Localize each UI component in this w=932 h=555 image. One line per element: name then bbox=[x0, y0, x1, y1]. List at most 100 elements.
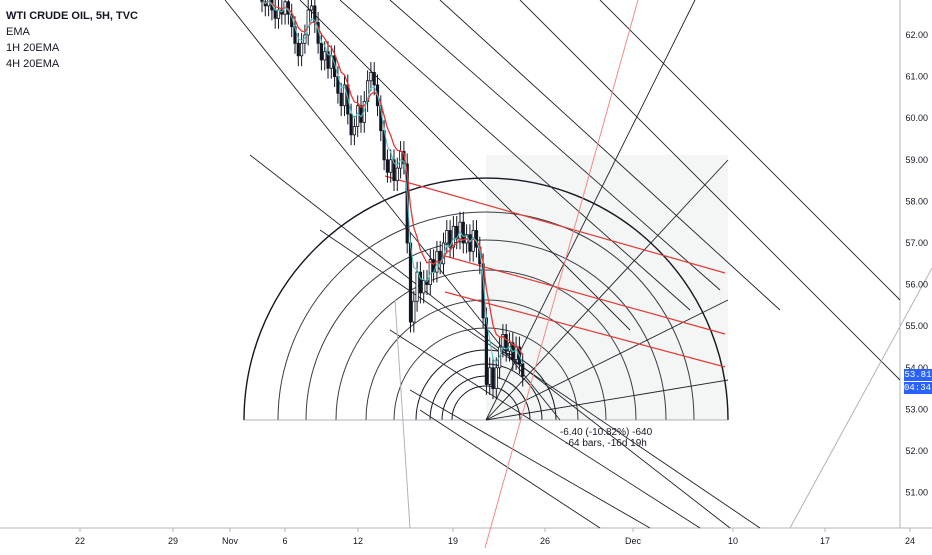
candle-body[interactable] bbox=[306, 9, 310, 36]
fib-arc-large[interactable] bbox=[335, 269, 637, 421]
fan-line-down[interactable] bbox=[339, 0, 691, 311]
price-tick-label: 51.00 bbox=[905, 488, 928, 498]
ema-lines bbox=[261, 0, 524, 364]
legend-title[interactable]: WTI CRUDE OIL, 5H, TVC bbox=[6, 10, 138, 22]
price-tick-label: 62.00 bbox=[905, 30, 928, 40]
trend-lines-faint[interactable] bbox=[394, 267, 932, 529]
candle-body[interactable] bbox=[494, 367, 498, 389]
candle-body[interactable] bbox=[342, 84, 347, 107]
candle-body[interactable] bbox=[369, 72, 373, 82]
candle-body[interactable] bbox=[422, 280, 426, 294]
price-tick-label: 60.00 bbox=[905, 113, 928, 123]
candle-body[interactable] bbox=[389, 159, 393, 173]
fan-line-down[interactable] bbox=[319, 229, 761, 529]
candle-body[interactable] bbox=[488, 367, 492, 385]
red-channel-lines[interactable] bbox=[384, 0, 726, 549]
candle-body[interactable] bbox=[461, 221, 465, 244]
fib-arc-large[interactable] bbox=[365, 299, 607, 421]
fib-arc-large[interactable] bbox=[305, 239, 667, 421]
fan-line-up[interactable] bbox=[485, 159, 729, 421]
candle-body[interactable] bbox=[395, 167, 399, 181]
candle-body[interactable] bbox=[428, 259, 432, 286]
last-price-badge: 53.81 bbox=[904, 369, 932, 381]
fan-line-down[interactable] bbox=[299, 0, 631, 331]
candle-body[interactable] bbox=[326, 51, 330, 69]
time-tick-label: 10 bbox=[728, 536, 738, 546]
candle-body[interactable] bbox=[276, 9, 281, 19]
fan-line-up[interactable] bbox=[485, 379, 729, 421]
fan-line-down[interactable] bbox=[224, 0, 561, 421]
candle-body[interactable] bbox=[514, 346, 518, 360]
fan-line-down[interactable] bbox=[409, 389, 651, 529]
candle-body[interactable] bbox=[392, 159, 396, 182]
fan-line-down[interactable] bbox=[419, 409, 601, 529]
fan-line-down[interactable] bbox=[389, 0, 721, 291]
candle-body[interactable] bbox=[339, 92, 343, 107]
candle-body[interactable] bbox=[309, 5, 314, 11]
candle-body[interactable] bbox=[474, 230, 479, 248]
fib-arc-large[interactable] bbox=[277, 211, 695, 421]
candle-body[interactable] bbox=[504, 334, 508, 352]
time-tick-label: 24 bbox=[905, 536, 915, 546]
candle-body[interactable] bbox=[445, 230, 449, 244]
price-axis-panel[interactable] bbox=[900, 0, 932, 550]
fan-line-down[interactable] bbox=[519, 0, 901, 381]
candle-body[interactable] bbox=[372, 72, 376, 86]
candle-body[interactable] bbox=[385, 159, 390, 173]
candle-body[interactable] bbox=[319, 42, 324, 61]
candle-body[interactable] bbox=[471, 230, 475, 252]
time-tick-label: Dec bbox=[625, 536, 642, 546]
candle-body[interactable] bbox=[299, 42, 304, 57]
fan-line-down[interactable] bbox=[439, 0, 781, 311]
fib-arc-large[interactable] bbox=[243, 177, 729, 421]
candle-body[interactable] bbox=[349, 113, 353, 136]
fan-line-down[interactable] bbox=[599, 0, 901, 301]
faint-line-up[interactable] bbox=[789, 267, 932, 529]
legend-1h-ema[interactable]: 1H 20EMA bbox=[6, 42, 60, 54]
time-ticks: 22 29 Nov 6 12 19 26 Dec 10 17 24 bbox=[75, 528, 915, 546]
price-tick-label: 57.00 bbox=[905, 238, 928, 248]
ema-1h-line bbox=[261, 0, 524, 364]
candle-body[interactable] bbox=[323, 51, 327, 61]
candle-body[interactable] bbox=[273, 9, 277, 19]
measurement-line-2: -64 bars, -16d 19h bbox=[565, 438, 647, 449]
fan-line-down[interactable] bbox=[389, 329, 701, 529]
price-tick-label: 58.00 bbox=[905, 196, 928, 206]
chart-legend[interactable]: WTI CRUDE OIL, 5H, TVC EMA 1H 20EMA 4H 2… bbox=[6, 8, 138, 72]
candle-body[interactable] bbox=[521, 363, 525, 377]
faint-line-down[interactable] bbox=[394, 299, 411, 529]
candle-body[interactable] bbox=[468, 234, 472, 252]
candle-body[interactable] bbox=[415, 271, 419, 302]
price-tick-label: 52.00 bbox=[905, 446, 928, 456]
candle-body[interactable] bbox=[405, 163, 409, 244]
candle-body[interactable] bbox=[418, 271, 423, 294]
candle-body[interactable] bbox=[448, 230, 452, 248]
candle-body[interactable] bbox=[497, 346, 502, 369]
candle-body[interactable] bbox=[451, 225, 456, 248]
candle-body[interactable] bbox=[359, 105, 363, 123]
legend-4h-ema[interactable]: 4H 20EMA bbox=[6, 58, 60, 70]
price-ticks: 62.00 61.00 60.00 59.00 58.00 57.00 56.00 55.00… bbox=[905, 30, 928, 498]
channel-line-upper[interactable] bbox=[384, 175, 726, 274]
candles[interactable] bbox=[260, 0, 525, 399]
candle-body[interactable] bbox=[458, 221, 462, 240]
candle-body[interactable] bbox=[296, 42, 300, 57]
candle-body[interactable] bbox=[352, 126, 357, 136]
candle-body[interactable] bbox=[356, 105, 360, 127]
time-tick-label: 22 bbox=[75, 536, 85, 546]
steep-red-line[interactable] bbox=[484, 0, 639, 549]
candle-body[interactable] bbox=[491, 367, 495, 389]
candle-body[interactable] bbox=[408, 242, 413, 323]
ema-4h-line bbox=[261, 0, 524, 356]
time-tick-label: 12 bbox=[353, 536, 363, 546]
legend-ema[interactable]: EMA bbox=[6, 26, 30, 38]
channel-line-lower[interactable] bbox=[444, 291, 726, 368]
time-tick-label: 29 bbox=[168, 536, 178, 546]
measurement-line-1: -6.40 (-10.82%) -640 bbox=[560, 427, 653, 438]
channel-line-middle[interactable] bbox=[444, 255, 726, 335]
candle-body[interactable] bbox=[501, 334, 505, 348]
candle-body[interactable] bbox=[412, 300, 416, 323]
time-tick-label: Nov bbox=[222, 536, 239, 546]
